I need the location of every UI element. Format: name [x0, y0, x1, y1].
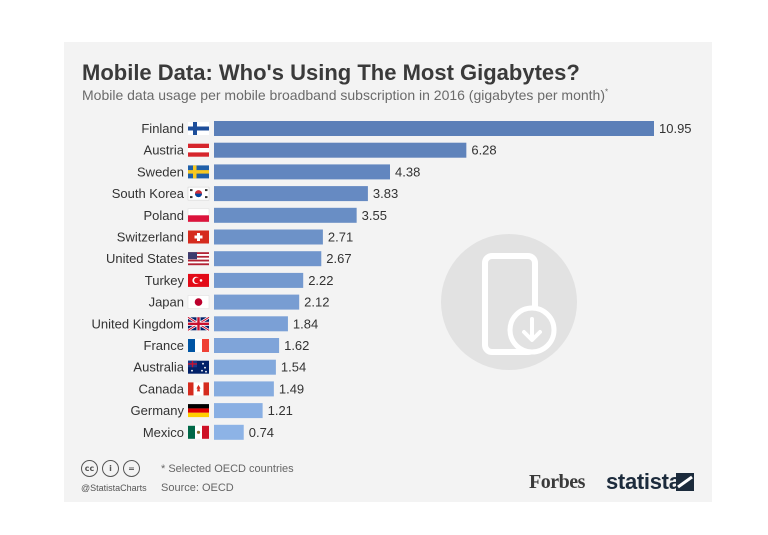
category-label: Switzerland: [117, 230, 184, 245]
value-label: 1.49: [279, 381, 304, 396]
value-label: 4.38: [395, 164, 420, 179]
value-label: 3.55: [362, 208, 387, 223]
austria-flag-icon: [188, 143, 209, 157]
source-note: Source: OECD: [161, 482, 234, 494]
south-korea-flag-icon: [187, 186, 210, 201]
category-label: Sweden: [137, 164, 184, 179]
subtitle-text: Mobile data usage per mobile broadband s…: [82, 87, 605, 103]
chart-title: Mobile Data: Who's Using The Most Gigaby…: [82, 60, 580, 85]
germany-flag-icon: [188, 404, 209, 418]
by-icon[interactable]: i: [102, 460, 119, 477]
statista-logo[interactable]: statista: [606, 469, 681, 494]
switzerland-flag-icon: [188, 230, 209, 244]
category-label: United States: [106, 251, 185, 266]
category-label: Germany: [131, 403, 185, 418]
cc-icon[interactable]: cc: [81, 460, 98, 477]
bar-sweden: [214, 164, 390, 180]
value-label: 0.74: [249, 425, 274, 440]
united-kingdom-flag-icon: [187, 316, 210, 332]
japan-flag-icon: [187, 295, 210, 309]
value-label: 2.67: [326, 251, 351, 266]
category-label: Japan: [149, 295, 184, 310]
category-label: Australia: [133, 360, 184, 375]
value-label: 1.84: [293, 316, 318, 331]
poland-flag-icon: [187, 208, 210, 223]
category-label: Austria: [144, 143, 185, 158]
forbes-logo[interactable]: Forbes: [529, 471, 585, 493]
canada-flag-icon: [188, 382, 209, 396]
value-label: 2.71: [328, 230, 353, 245]
bar-switzerland: [214, 229, 323, 245]
finland-flag-icon: [188, 122, 209, 135]
nd-icon[interactable]: =: [123, 460, 140, 477]
bar-austria: [214, 142, 467, 158]
chart-card: Mobile Data: Who's Using The Most Gigaby…: [64, 42, 712, 502]
subtitle-marker: *: [605, 87, 609, 97]
united-states-flag-icon: [188, 252, 209, 266]
category-label: South Korea: [112, 186, 185, 201]
value-label: 2.22: [308, 273, 333, 288]
statista-handle[interactable]: @StatistaCharts: [81, 483, 147, 493]
chart-subtitle: Mobile data usage per mobile broadband s…: [82, 87, 608, 103]
statista-mark-icon: [676, 473, 694, 491]
bar-chart: 10.95 Finland 6.28 Austria 4.38 Sweden 3.83 Sou…: [92, 121, 692, 440]
category-label: Poland: [144, 208, 184, 223]
value-label: 10.95: [659, 121, 692, 136]
bar-turkey: [214, 272, 304, 288]
footnote: * Selected OECD countries: [161, 463, 294, 475]
value-label: 6.28: [471, 143, 496, 158]
license-icons: cc i =: [81, 460, 140, 477]
bar-finland: [214, 121, 654, 136]
category-label: France: [144, 338, 184, 353]
bar-canada: [214, 381, 274, 397]
bar-australia: [214, 359, 276, 375]
bar-poland: [214, 207, 357, 223]
category-label: United Kingdom: [92, 316, 185, 331]
category-label: Canada: [138, 381, 184, 396]
phone-download-illustration-icon: [441, 234, 577, 370]
france-flag-icon: [188, 339, 209, 352]
category-label: Finland: [141, 121, 184, 136]
value-label: 1.21: [268, 403, 293, 418]
value-label: 1.54: [281, 360, 306, 375]
bar-mexico: [214, 424, 244, 440]
sweden-flag-icon: [188, 165, 209, 179]
bar-south-korea: [214, 186, 368, 202]
bar-germany: [214, 403, 263, 419]
bar-united-states: [214, 251, 322, 267]
australia-flag-icon: [188, 360, 209, 374]
turkey-flag-icon: [188, 273, 209, 287]
value-label: 3.83: [373, 186, 398, 201]
bar-france: [214, 338, 280, 353]
category-label: Mexico: [143, 425, 184, 440]
mexico-flag-icon: [188, 425, 209, 439]
bar-japan: [214, 294, 300, 310]
bar-united-kingdom: [214, 316, 288, 332]
value-label: 1.62: [284, 338, 309, 353]
value-label: 2.12: [304, 295, 329, 310]
category-label: Turkey: [145, 273, 185, 288]
